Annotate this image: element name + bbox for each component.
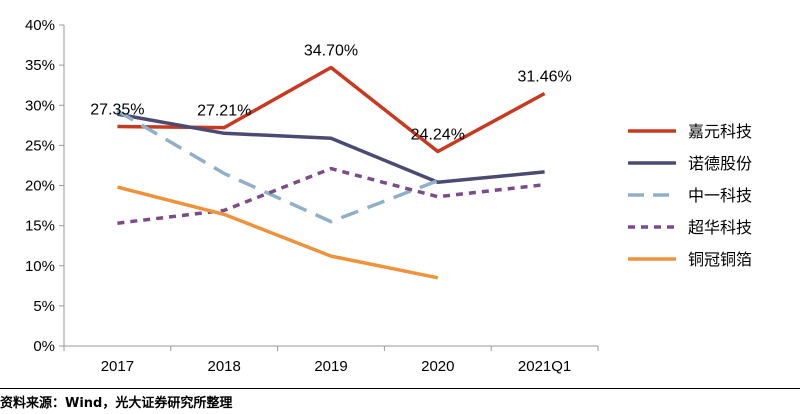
x-tick-label: 2021Q1 (518, 358, 571, 375)
chart-axes: 0% 5% 10% 15% 20% 25% 30% 35% 40% 2017 2018 2019 202… (25, 17, 599, 375)
x-tick-label: 2017 (101, 358, 134, 375)
legend-label: 诺德股份 (688, 154, 752, 173)
y-tick-label: 30% (25, 97, 55, 114)
x-tick-label: 2019 (314, 358, 347, 375)
series-line-3 (116, 109, 439, 224)
data-label: 31.46% (517, 69, 571, 86)
data-label: 27.35% (90, 102, 144, 119)
y-tick-label: 20% (25, 178, 55, 195)
data-label: 27.21% (197, 103, 251, 120)
y-tick-label: 25% (25, 137, 55, 154)
y-tick-label: 35% (25, 57, 55, 74)
series-line-4 (117, 166, 545, 225)
y-tick-label: 0% (33, 338, 55, 355)
data-label: 34.70% (304, 43, 358, 60)
data-label: 24.24% (411, 126, 465, 143)
y-tick-label: 5% (33, 298, 55, 315)
x-tick-label: 2020 (421, 358, 454, 375)
line-chart: 0% 5% 10% 15% 20% 25% 30% 35% 40% 2017 2018 2019 202… (25, 17, 752, 375)
legend-label: 铜冠铜箔 (688, 250, 752, 269)
series-line-5 (116, 185, 439, 280)
data-labels-layer: 27.35% 27.21% 34.70% 24.24% 31.46% (90, 43, 571, 144)
y-tick-label: 15% (25, 218, 55, 235)
x-tick-label: 2018 (208, 358, 241, 375)
legend-label: 嘉元科技 (688, 122, 752, 141)
legend-label: 中一科技 (688, 186, 752, 205)
footer-divider (0, 388, 800, 389)
y-tick-label: 40% (25, 17, 55, 34)
series-line-2 (117, 112, 545, 185)
legend-label: 超华科技 (688, 218, 752, 237)
y-tick-label: 10% (25, 258, 55, 275)
series-layer (116, 65, 546, 280)
source-note: 资料来源：Wind，光大证券研究所整理 (0, 396, 233, 411)
